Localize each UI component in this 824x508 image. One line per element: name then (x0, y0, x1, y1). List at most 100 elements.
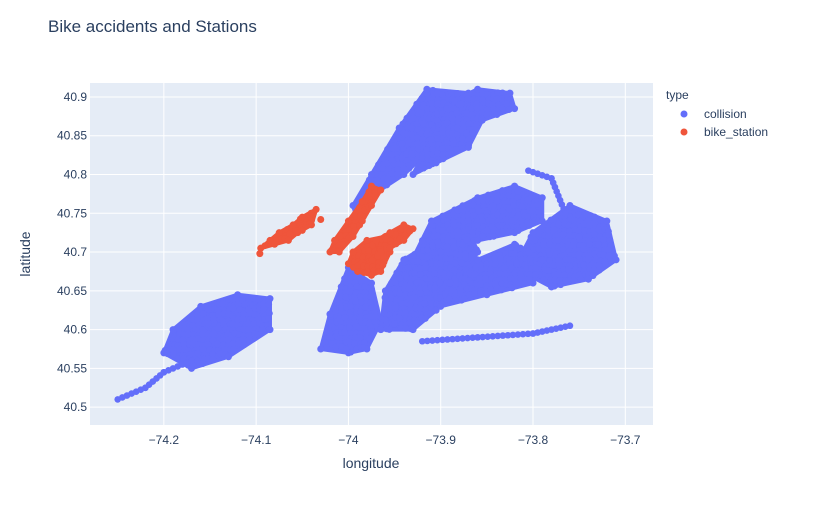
collision-point (504, 331, 512, 339)
collision-point (388, 170, 396, 178)
collision-point (590, 266, 598, 273)
collision-point (421, 264, 429, 271)
collision-point (160, 349, 168, 357)
collision-point (214, 325, 222, 332)
collision-point (483, 260, 490, 268)
bike-station-point (344, 217, 352, 225)
collision-point (453, 109, 460, 117)
collision-point (395, 314, 403, 322)
collision-point (454, 89, 461, 97)
collision-point (412, 319, 420, 327)
collision-point (427, 299, 435, 307)
collision-point (427, 309, 434, 317)
collision-point (245, 336, 253, 343)
collision-point (555, 261, 563, 269)
collision-point (546, 257, 554, 265)
bike-station-point (377, 248, 385, 256)
collision-point (459, 217, 467, 224)
collision-point (466, 291, 473, 299)
collision-point (469, 334, 476, 342)
bike-station-point (317, 215, 325, 223)
collision-point (396, 274, 404, 282)
collision-point (461, 295, 468, 302)
collision-point (489, 333, 497, 340)
collision-point (205, 306, 213, 313)
collision-point (428, 99, 435, 107)
bike-station-point (372, 236, 380, 244)
collision-point (474, 222, 481, 229)
collision-point (557, 281, 564, 289)
collision-point (345, 324, 353, 331)
collision-point (357, 293, 364, 300)
collision-point (224, 331, 231, 338)
collision-point (538, 194, 546, 202)
collision-point (501, 271, 509, 278)
collision-point (511, 249, 519, 257)
collision-point (239, 336, 247, 343)
collision-point (477, 265, 485, 273)
collision-point (493, 95, 501, 103)
collision-point (381, 294, 389, 301)
collision-point (368, 327, 375, 335)
collision-point (317, 345, 325, 353)
collision-point (565, 266, 572, 274)
collision-point (371, 313, 379, 320)
collision-point (326, 333, 333, 340)
legend-item-bike-station[interactable]: bike_station (680, 125, 769, 139)
collision-point (544, 226, 552, 234)
collision-point (521, 279, 529, 287)
collision-point (194, 311, 201, 318)
collision-point (479, 90, 486, 98)
collision-point (499, 187, 506, 194)
collision-point (497, 255, 504, 263)
collision-point (589, 272, 597, 280)
collision-point (373, 171, 381, 178)
collision-point (255, 296, 262, 303)
collision-point (419, 237, 426, 244)
legend-item-collision[interactable]: collision (680, 107, 747, 121)
legend: type collision bike_station (666, 88, 768, 139)
collision-point (511, 275, 518, 283)
collision-point (594, 241, 602, 248)
bike-station-point (312, 205, 320, 213)
y-tick-label: 40.8 (64, 168, 88, 182)
legend-label-collision: collision (704, 107, 747, 121)
collision-point (442, 255, 449, 262)
collision-point (478, 116, 486, 124)
collision-point (474, 236, 482, 244)
collision-point (432, 306, 440, 314)
collision-point (451, 259, 459, 267)
collision-point (570, 241, 577, 249)
bike-station-point (358, 198, 366, 206)
collision-point (493, 197, 501, 205)
collision-point (429, 242, 436, 250)
collision-point (231, 329, 239, 337)
collision-point (524, 330, 532, 338)
collision-point (409, 114, 417, 122)
collision-point (417, 289, 424, 297)
collision-point (433, 217, 441, 225)
collision-point (605, 231, 613, 239)
collision-point (427, 136, 435, 144)
collision-point (612, 256, 620, 264)
collision-point (434, 110, 441, 118)
collision-point (383, 181, 391, 189)
collision-point (529, 207, 537, 214)
y-tick-label: 40.75 (57, 206, 87, 220)
collision-point (418, 337, 426, 345)
collision-point (363, 328, 370, 336)
collision-point (195, 335, 202, 342)
collision-point (341, 314, 349, 321)
collision-point (528, 192, 536, 200)
collision-point (463, 109, 471, 117)
collision-point (357, 308, 364, 316)
collision-point (209, 356, 217, 363)
collision-point (475, 207, 482, 215)
collision-point (437, 248, 445, 256)
collision-point (531, 236, 539, 244)
collision-point (432, 159, 440, 167)
collision-point (265, 314, 272, 322)
collision-point (545, 267, 552, 274)
collision-point (526, 271, 534, 278)
